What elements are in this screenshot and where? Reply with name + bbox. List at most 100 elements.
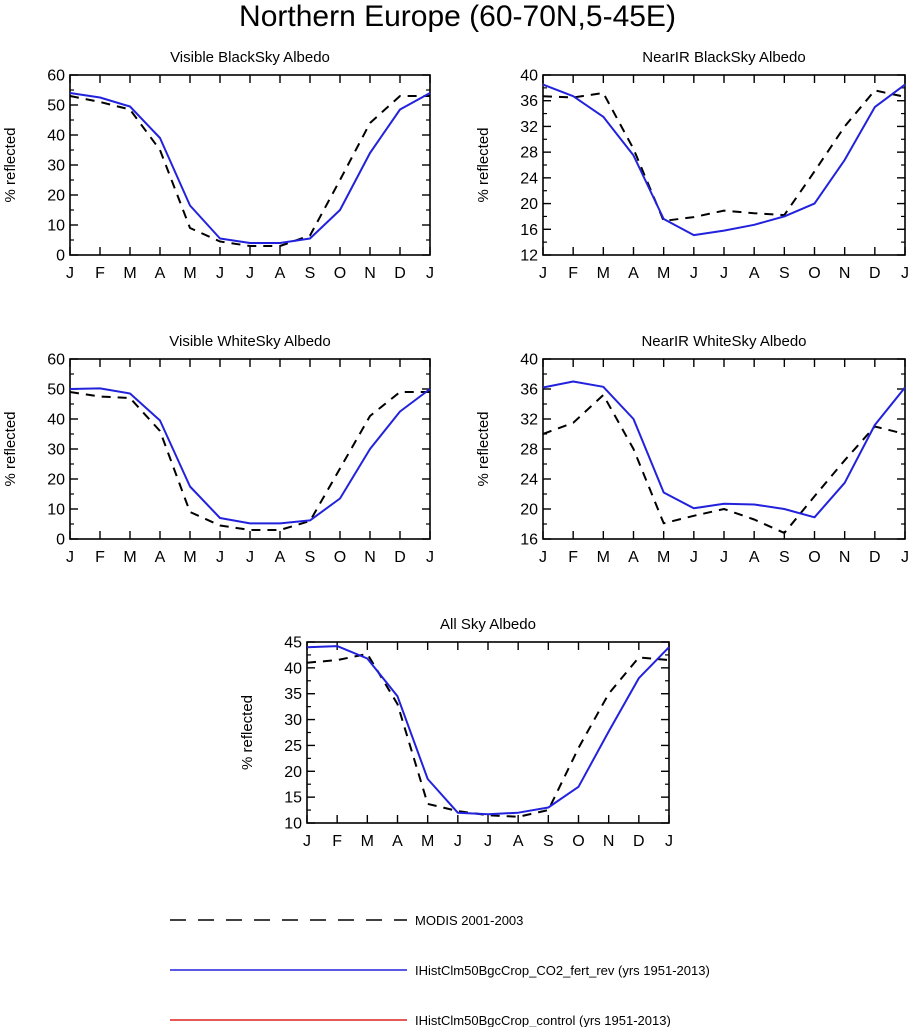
x-tick-label: A <box>155 265 166 282</box>
x-tick-label: A <box>392 833 403 850</box>
y-tick-label: 40 <box>520 68 538 85</box>
y-tick-label: 10 <box>47 218 65 235</box>
y-tick-label: 20 <box>47 472 65 489</box>
x-tick-label: J <box>66 265 74 282</box>
y-tick-label: 10 <box>284 816 302 833</box>
x-tick-label: S <box>543 833 554 850</box>
x-tick-label: S <box>305 549 316 566</box>
chart-panel-1: Visible BlackSky Albedo % reflected 0 10 20 3… <box>2 49 434 282</box>
y-tick-label: 40 <box>47 412 65 429</box>
y-tick-label: 35 <box>284 686 302 703</box>
x-tick-label: S <box>779 549 790 566</box>
x-tick-label: F <box>95 265 105 282</box>
series-line-modis <box>542 394 906 534</box>
x-tick-label: A <box>628 549 639 566</box>
x-tick-label: M <box>183 549 196 566</box>
series-line-co2-fert <box>542 380 906 519</box>
x-tick-label: A <box>749 549 760 566</box>
y-tick-label: 40 <box>284 660 302 677</box>
chart-panel-4: NearIR WhiteSky Albedo % reflected 16 20 24 2… <box>475 333 909 566</box>
y-tick-label: 28 <box>520 145 538 162</box>
x-tick-label: F <box>568 265 578 282</box>
x-tick-label: J <box>426 549 434 566</box>
x-tick-label: A <box>275 549 286 566</box>
x-tick-label: J <box>539 265 547 282</box>
x-tick-label: O <box>334 265 346 282</box>
y-tick-label: 45 <box>284 635 302 652</box>
x-tick-label: O <box>808 265 820 282</box>
x-tick-label: M <box>183 265 196 282</box>
x-tick-label: S <box>779 265 790 282</box>
x-tick-label: A <box>275 265 286 282</box>
x-tick-label: D <box>633 833 645 850</box>
x-tick-label: F <box>568 549 578 566</box>
legend: MODIS 2001-2003 IHistClm50BgcCrop_CO2_fer… <box>170 913 710 1027</box>
series-line-modis <box>69 391 430 531</box>
x-tick-label: J <box>216 265 224 282</box>
chart-panel-5: All Sky Albedo % reflected 10 15 20 25 30 35 40 4… <box>239 616 673 850</box>
x-tick-label: O <box>808 549 820 566</box>
x-tick-label: J <box>539 549 547 566</box>
x-tick-label: N <box>839 549 851 566</box>
series-line-modis <box>542 89 906 222</box>
y-tick-label: 16 <box>520 532 538 549</box>
x-tick-label: S <box>305 265 316 282</box>
y-tick-label: 15 <box>284 790 302 807</box>
y-tick-label: 60 <box>47 352 65 369</box>
x-tick-label: J <box>426 265 434 282</box>
x-tick-label: J <box>303 833 311 850</box>
chart-title: NearIR BlackSky Albedo <box>642 49 805 66</box>
y-tick-label: 60 <box>47 68 65 85</box>
x-tick-label: D <box>394 549 406 566</box>
legend-label-1: MODIS 2001-2003 <box>415 913 523 928</box>
x-tick-label: M <box>123 549 136 566</box>
chart-title: All Sky Albedo <box>440 616 536 633</box>
series-line-co2-fert <box>69 92 431 244</box>
y-tick-label: 40 <box>47 128 65 145</box>
y-tick-label: 40 <box>520 352 538 369</box>
y-tick-label: 28 <box>520 442 538 459</box>
y-tick-label: 32 <box>520 412 538 429</box>
x-tick-label: D <box>869 549 881 566</box>
chart-panel-2: NearIR BlackSky Albedo % reflected 12 16 20 2… <box>475 49 909 282</box>
x-tick-label: J <box>216 549 224 566</box>
figure-title: Northern Europe (60-70N,5-45E) <box>239 0 676 33</box>
y-tick-label: 24 <box>520 170 538 187</box>
x-tick-label: M <box>657 549 670 566</box>
y-tick-label: 30 <box>284 712 302 729</box>
x-tick-label: N <box>364 549 376 566</box>
x-tick-label: M <box>421 833 434 850</box>
y-axis-label: % reflected <box>2 127 19 202</box>
plot-frame <box>542 74 906 256</box>
legend-label-2: IHistClm50BgcCrop_CO2_fert_rev (yrs 1951… <box>415 963 710 978</box>
y-tick-label: 32 <box>520 119 538 136</box>
y-tick-label: 0 <box>56 248 65 265</box>
x-tick-label: M <box>597 265 610 282</box>
x-tick-label: A <box>155 549 166 566</box>
y-axis-label: % reflected <box>475 127 492 202</box>
x-tick-label: J <box>690 549 698 566</box>
y-tick-label: 12 <box>520 248 538 265</box>
chart-title: Visible BlackSky Albedo <box>170 49 330 66</box>
x-tick-label: J <box>720 549 728 566</box>
x-tick-label: M <box>123 265 136 282</box>
y-tick-label: 20 <box>520 196 538 213</box>
y-tick-label: 30 <box>47 442 65 459</box>
y-tick-label: 20 <box>520 502 538 519</box>
y-tick-label: 25 <box>284 738 302 755</box>
x-tick-label: F <box>95 549 105 566</box>
legend-label-3: IHistClm50BgcCrop_control (yrs 1951-2013… <box>415 1013 671 1027</box>
x-tick-label: O <box>334 549 346 566</box>
y-tick-label: 24 <box>520 472 538 489</box>
x-tick-label: M <box>657 265 670 282</box>
x-tick-label: A <box>628 265 639 282</box>
chart-title: NearIR WhiteSky Albedo <box>641 333 806 350</box>
x-tick-label: J <box>246 549 254 566</box>
plot-frame <box>69 74 431 256</box>
x-tick-label: D <box>869 265 881 282</box>
x-tick-label: J <box>246 265 254 282</box>
series-line-co2-fert <box>69 387 431 525</box>
x-tick-label: A <box>513 833 524 850</box>
chart-title: Visible WhiteSky Albedo <box>169 333 330 350</box>
